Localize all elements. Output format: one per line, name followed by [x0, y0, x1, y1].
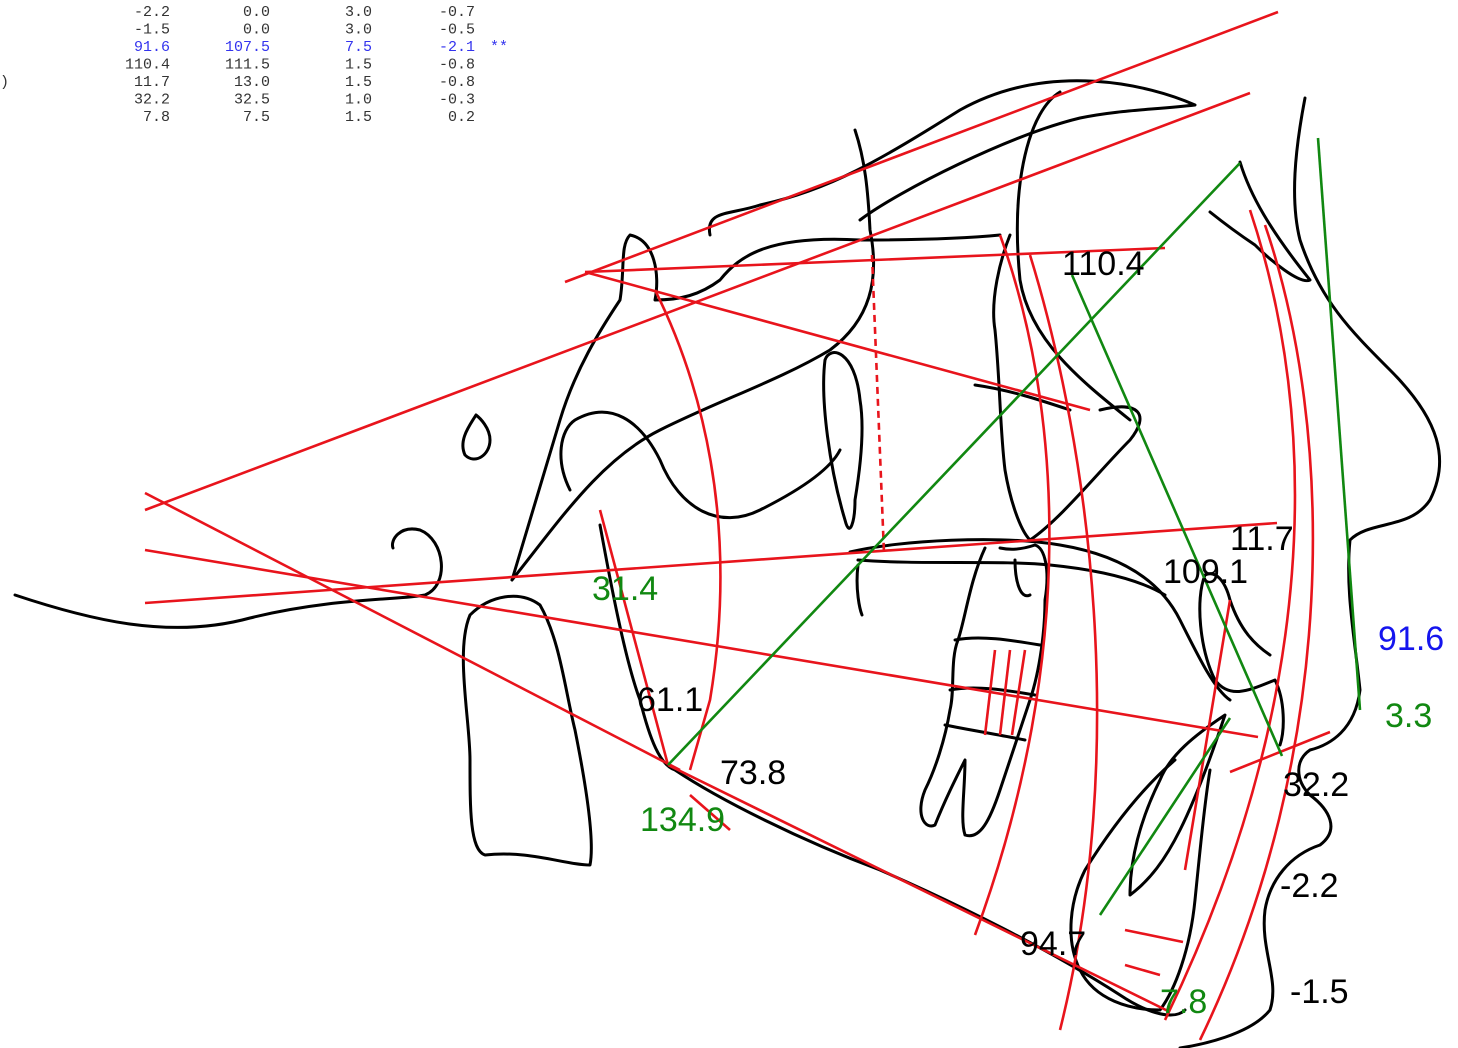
- table-cell: -0.8: [439, 57, 475, 74]
- table-cell: 0.0: [243, 4, 270, 21]
- table-cell: 32.2: [134, 92, 170, 109]
- table-cell: -2.1: [439, 39, 475, 56]
- table-cell: 13.0: [234, 74, 270, 91]
- table-cell: 7.5: [345, 39, 372, 56]
- measurements: 110.4 11.7 109.1 31.4 91.6 61.1 3.3 73.8…: [592, 245, 1444, 1021]
- distance-label: 7.8: [1160, 983, 1207, 1021]
- table-cell: 107.5: [225, 39, 270, 56]
- table-cell: 0.2: [448, 109, 475, 126]
- construction-lines: [145, 12, 1330, 1040]
- tracing: -2.2 0.0 3.0 -0.7 -1.5 0.0 3.0 -0.5 91.6 107.5 7.5…: [0, 0, 1458, 1048]
- table-cell: 3.0: [345, 4, 372, 21]
- angle-label: 94.7: [1020, 925, 1086, 963]
- measurement-table: -2.2 0.0 3.0 -0.7 -1.5 0.0 3.0 -0.5 91.6 107.5 7.5…: [0, 4, 508, 126]
- table-cell: -0.5: [439, 22, 475, 39]
- angle-label: 32.2: [1283, 766, 1349, 804]
- table-cell: 11.7: [134, 74, 170, 91]
- distance-label: -2.2: [1280, 867, 1339, 905]
- table-cell: -0.8: [439, 74, 475, 91]
- table-cell: -2.2: [134, 4, 170, 21]
- flag: **: [490, 39, 508, 56]
- angle-label: 73.8: [720, 754, 786, 792]
- table-cell: -0.3: [439, 92, 475, 109]
- table-cell: 1.0: [345, 92, 372, 109]
- table-cell: 91.6: [134, 39, 170, 56]
- angle-label: 109.1: [1163, 553, 1248, 591]
- table-cell: -1.5: [134, 22, 170, 39]
- angle-label: 31.4: [592, 570, 658, 608]
- table-cell: 110.4: [125, 57, 170, 74]
- table-cell: 7.5: [243, 109, 270, 126]
- angle-label: 61.1: [637, 681, 703, 719]
- table-cell: 32.5: [234, 92, 270, 109]
- table-cell: 1.5: [345, 57, 372, 74]
- angle-label: 110.4: [1062, 245, 1145, 283]
- table-cell: 1.5: [345, 109, 372, 126]
- table-cell: 111.5: [225, 57, 270, 74]
- angle-label: 91.6: [1378, 620, 1444, 658]
- angle-label: 134.9: [640, 801, 725, 839]
- table-cell: 7.8: [143, 109, 170, 126]
- table-cell: 1.5: [345, 74, 372, 91]
- distance-label: -1.5: [1290, 973, 1349, 1011]
- table-cell: -0.7: [439, 4, 475, 21]
- table-cell: 0.0: [243, 22, 270, 39]
- page: {"table": {"rows": [ {"cells": ["-2.2", …: [0, 0, 1458, 1048]
- angle-label: 3.3: [1385, 697, 1432, 735]
- cut-label: ): [0, 74, 9, 91]
- table-cell: 3.0: [345, 22, 372, 39]
